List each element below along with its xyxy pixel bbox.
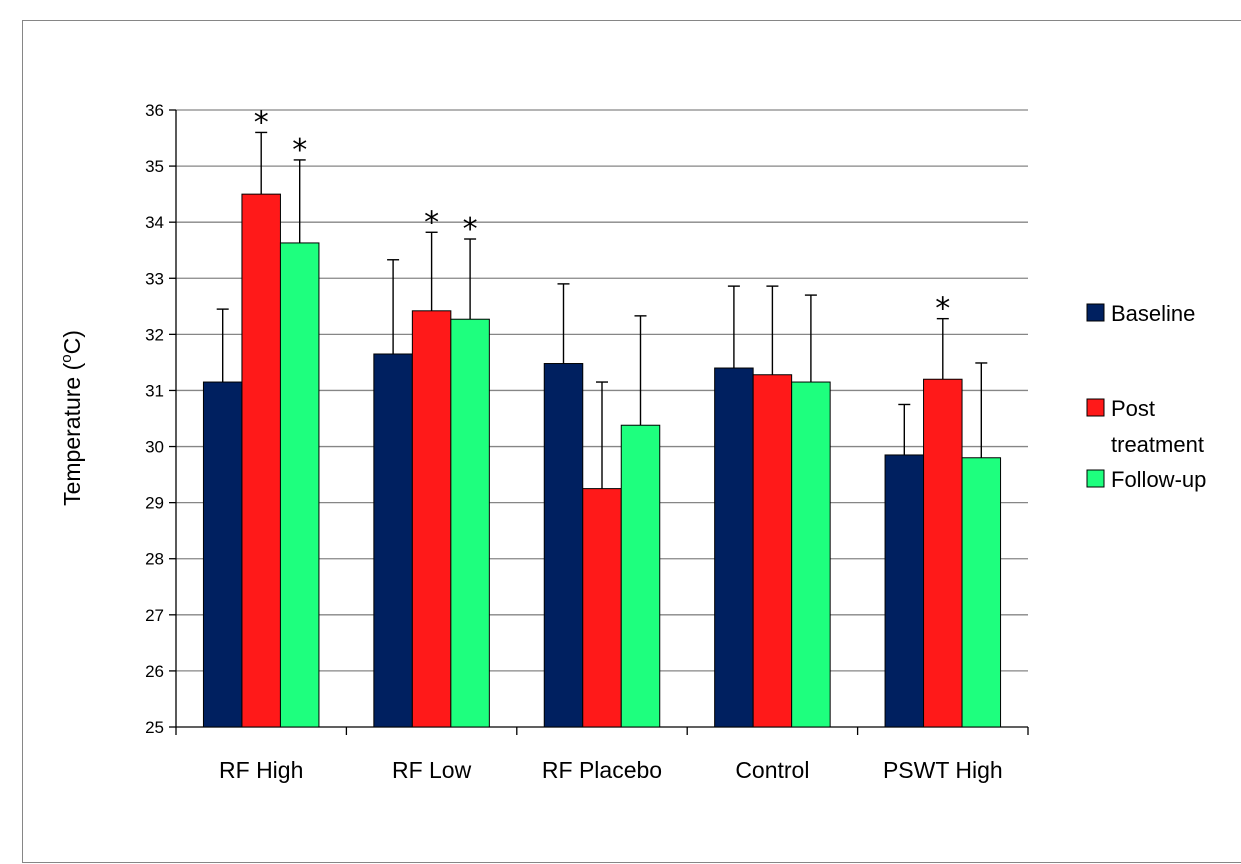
y-tick-label: 35: [145, 157, 164, 176]
y-tick-label: 31: [145, 381, 164, 400]
y-tick-label: 36: [145, 101, 164, 120]
x-category-label: PSWT High: [883, 757, 1003, 783]
bar: [791, 381, 831, 728]
bar: [752, 374, 793, 728]
legend-swatch: [1086, 303, 1105, 322]
bar: [279, 242, 320, 728]
significance-star: *: [463, 212, 478, 247]
bar: [714, 367, 754, 728]
bar: [543, 363, 584, 728]
bar: [582, 488, 622, 728]
y-tick-label: 26: [145, 662, 164, 681]
x-category-label: RF Low: [392, 757, 472, 783]
y-axis-label: Temperature (oC): [58, 330, 85, 506]
bar: [923, 378, 963, 728]
bar: [411, 310, 452, 728]
legend-label: Baseline: [1111, 301, 1195, 326]
significance-marks: * * * * *: [254, 105, 951, 326]
x-category-label: Control: [735, 757, 809, 783]
legend-label: treatment: [1111, 432, 1204, 457]
x-category-label: RF High: [219, 757, 303, 783]
y-tick-labels: 25 26 27 28 29 30 31 32 33 34 35 36: [145, 101, 164, 737]
y-tick-label: 29: [145, 494, 164, 513]
legend-label: Follow-up: [1111, 467, 1206, 492]
bar: [373, 353, 413, 728]
legend: Baseline Post treatment Follow-up: [1086, 301, 1206, 492]
error-bars: [216, 131, 988, 489]
legend-swatch: [1086, 398, 1105, 417]
y-tick-label: 27: [145, 606, 164, 625]
x-category-label: RF Placebo: [542, 757, 662, 783]
bar: [884, 454, 925, 728]
bars: [202, 193, 1002, 728]
bar: [241, 193, 281, 728]
bar: [961, 457, 1002, 728]
y-tick-label: 25: [145, 718, 164, 737]
bar: [202, 381, 243, 728]
y-tick-label: 30: [145, 438, 164, 457]
significance-star: *: [935, 292, 950, 327]
y-tick-label: 28: [145, 550, 164, 569]
legend-swatch: [1086, 469, 1105, 488]
x-category-labels: RF High RF Low RF Placebo Control PSWT High: [219, 757, 1003, 783]
bar: [450, 318, 490, 728]
legend-label: Post: [1111, 396, 1155, 421]
y-tick-label: 33: [145, 269, 164, 288]
significance-star: *: [292, 133, 307, 168]
y-tick-label: 34: [145, 213, 164, 232]
y-tick-label: 32: [145, 325, 164, 344]
bar: [620, 424, 661, 728]
significance-star: *: [424, 205, 439, 240]
significance-star: *: [254, 105, 269, 140]
